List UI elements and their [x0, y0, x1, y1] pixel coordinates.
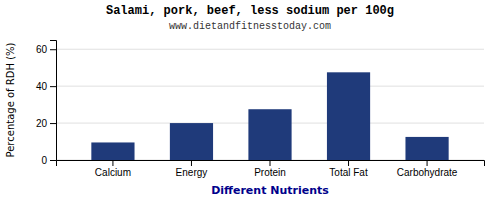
y-axis: 0 20 40 60 — [36, 41, 57, 166]
y-axis-title: Percentage of RDH (%) — [5, 42, 16, 157]
tick-mark — [50, 123, 56, 124]
tick-mark — [112, 160, 113, 166]
tick-label: 60 — [36, 44, 48, 55]
tick: 60 — [36, 44, 56, 55]
tick-label: Carbohydrate — [397, 167, 458, 178]
tick-mark — [50, 49, 56, 50]
tick-mark — [191, 160, 192, 166]
tick-mark — [270, 160, 271, 166]
axis-line — [50, 41, 57, 161]
plot-area: 0 20 40 60 Calcium Energy Protein Total Fat Carb… — [36, 41, 485, 179]
tick: Calcium — [95, 160, 131, 178]
axis-line — [57, 161, 485, 167]
x-axis: Calcium Energy Protein Total Fat Carbohydrat… — [57, 160, 485, 178]
bar — [248, 109, 291, 160]
bar — [91, 142, 134, 160]
tick: Total Fat — [329, 160, 368, 178]
tick-mark — [427, 160, 428, 166]
bar — [327, 72, 370, 160]
chart-svg: Salami, pork, beef, less sodium per 100g… — [0, 0, 500, 200]
title: Salami, pork, beef, less sodium per 100g — [106, 4, 394, 18]
tick-label: Total Fat — [329, 167, 368, 178]
tick: Energy — [176, 160, 208, 178]
x-axis-title: Different Nutrients — [211, 184, 329, 197]
bars — [91, 72, 448, 160]
tick-label: Protein — [254, 167, 286, 178]
tick-label: Energy — [176, 167, 208, 178]
grid-line — [56, 86, 484, 87]
tick-mark — [50, 160, 56, 161]
bar — [170, 123, 213, 160]
grid-line — [56, 49, 484, 50]
tick-label: 20 — [36, 118, 48, 129]
tick-label: 0 — [41, 155, 47, 166]
bar — [405, 137, 448, 160]
tick: Carbohydrate — [397, 160, 458, 178]
tick-mark — [348, 160, 349, 166]
tick-label: Calcium — [95, 167, 131, 178]
grid — [56, 49, 484, 160]
chart-container: Salami, pork, beef, less sodium per 100g… — [0, 0, 500, 200]
tick-label: 40 — [36, 81, 48, 92]
tick: 0 — [41, 155, 56, 166]
tick: Protein — [254, 160, 286, 178]
subtitle: www.dietandfitnesstoday.com — [169, 21, 331, 32]
tick: 20 — [36, 118, 56, 129]
tick: 40 — [36, 81, 56, 92]
tick-mark — [50, 86, 56, 87]
